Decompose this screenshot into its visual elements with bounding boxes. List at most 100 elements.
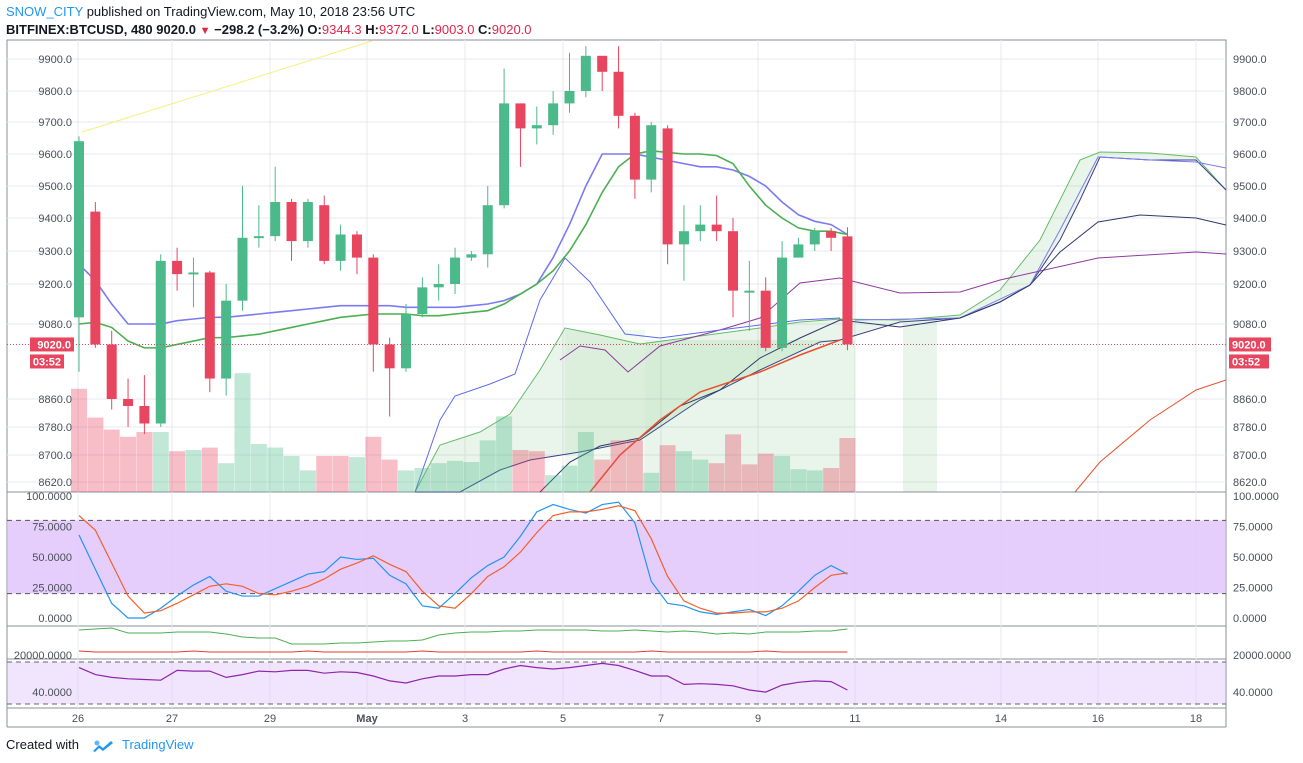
volume-bar bbox=[675, 451, 692, 492]
stoch-tick-right: 75.0000 bbox=[1233, 522, 1273, 534]
volume-bar bbox=[250, 444, 267, 492]
candle-body bbox=[580, 55, 591, 91]
orange-line bbox=[589, 339, 841, 493]
volume-bar bbox=[774, 456, 791, 492]
candle-body bbox=[204, 272, 215, 379]
countdown-badge-right: 03:52 bbox=[1232, 356, 1260, 368]
x-tick-label: 11 bbox=[849, 713, 860, 725]
stoch-tick-right: 50.0000 bbox=[1233, 552, 1273, 564]
volume-bar bbox=[577, 432, 594, 492]
candle-body bbox=[172, 260, 183, 275]
high-label: H: bbox=[365, 22, 379, 37]
candle-body bbox=[123, 399, 134, 406]
stoch-tick-right: 25.0000 bbox=[1233, 583, 1273, 595]
x-tick-label: 27 bbox=[166, 713, 178, 725]
countdown-badge-left-bg bbox=[30, 354, 64, 369]
y-tick-label-right: 9800.0 bbox=[1233, 86, 1267, 98]
volume-bar bbox=[218, 463, 235, 492]
candle-body bbox=[401, 314, 411, 369]
volume-bar bbox=[839, 438, 856, 492]
candle-body bbox=[466, 254, 477, 258]
volume-bar bbox=[234, 373, 251, 492]
volume-bar bbox=[365, 436, 382, 492]
candle-body bbox=[482, 205, 493, 255]
candle-body bbox=[597, 55, 608, 72]
candle-body bbox=[564, 91, 575, 104]
volume-bar bbox=[120, 436, 137, 492]
candle-body bbox=[499, 103, 510, 206]
publish-line: SNOW_CITY published on TradingView.com, … bbox=[6, 4, 415, 19]
cloud-shade bbox=[565, 330, 645, 492]
last-price-badge-left: 9020.0 bbox=[37, 339, 71, 351]
tradingview-logo-icon bbox=[92, 740, 113, 752]
candle-body bbox=[368, 257, 379, 345]
symbol-label[interactable]: BITFINEX:BTCUSD, 480 bbox=[6, 22, 153, 37]
candle-body bbox=[695, 224, 706, 232]
stoch-band-fill bbox=[8, 520, 1225, 594]
orange-projected-line bbox=[1074, 379, 1227, 493]
cloud-span-a bbox=[414, 151, 1227, 493]
volume-bar bbox=[692, 459, 709, 492]
close-value: 9020.0 bbox=[491, 22, 532, 37]
cloud-shade bbox=[645, 340, 855, 492]
last-price: 9020.0 bbox=[156, 22, 197, 37]
candle-body bbox=[629, 115, 640, 180]
volume-bar bbox=[185, 450, 202, 492]
y-tick-label-right: 9700.0 bbox=[1233, 117, 1267, 129]
candle-body bbox=[531, 125, 542, 129]
x-tick-label: 3 bbox=[462, 713, 468, 725]
volume-bar bbox=[708, 463, 725, 492]
candle-body bbox=[662, 128, 673, 245]
volume-bar bbox=[496, 416, 513, 492]
y-tick-label-right: 9900.0 bbox=[1233, 54, 1267, 66]
volume-bar bbox=[479, 440, 496, 492]
tradingview-link[interactable]: TradingView bbox=[122, 737, 194, 752]
volume-bar bbox=[381, 459, 398, 492]
candle-body bbox=[826, 231, 837, 238]
x-tick-label: 26 bbox=[72, 713, 84, 725]
volume-bar bbox=[201, 447, 218, 492]
x-tick-label: 7 bbox=[658, 713, 664, 725]
y-tick-label-left: 9300.0 bbox=[38, 246, 72, 258]
x-tick-label: 5 bbox=[560, 713, 566, 725]
y-tick-label-left: 9500.0 bbox=[38, 181, 72, 193]
volume-bar bbox=[299, 470, 316, 492]
last-price-badge-right: 9020.0 bbox=[1232, 339, 1266, 351]
low-label: L: bbox=[422, 22, 435, 37]
candle-body bbox=[728, 231, 738, 291]
pane4-band-fill bbox=[8, 662, 1225, 704]
volume-bar bbox=[725, 434, 741, 492]
x-tick-label: 16 bbox=[1092, 713, 1104, 725]
y-tick-label-right: 8780.0 bbox=[1233, 422, 1267, 434]
candle-body bbox=[139, 406, 150, 424]
purple-middle-line bbox=[559, 251, 1227, 373]
y-tick-label-left: 9080.0 bbox=[38, 319, 72, 331]
y-tick-label-right: 9080.0 bbox=[1233, 319, 1267, 331]
pane3-tick-right: 20000.0000 bbox=[1233, 650, 1291, 662]
candle-body bbox=[613, 71, 624, 116]
candle-body bbox=[106, 344, 117, 399]
trend-line bbox=[81, 40, 373, 133]
low-value: 9003.0 bbox=[434, 22, 475, 37]
candle-body bbox=[319, 205, 330, 261]
volume-bar bbox=[447, 460, 464, 492]
candle-body bbox=[286, 202, 297, 242]
pane3-green-line bbox=[78, 627, 848, 645]
volume-bar bbox=[806, 470, 823, 492]
candle-body bbox=[515, 103, 526, 129]
volume-bar bbox=[430, 463, 447, 492]
created-with-text: Created with bbox=[6, 737, 79, 752]
projected-upper-band bbox=[854, 156, 1227, 321]
volume-bar bbox=[136, 432, 153, 492]
volume-bar bbox=[659, 445, 676, 492]
stoch-tick-left: 0.0000 bbox=[38, 613, 72, 625]
x-tick-label: 9 bbox=[755, 713, 761, 725]
volume-bar bbox=[332, 456, 349, 492]
author-link[interactable]: SNOW_CITY bbox=[6, 4, 84, 19]
volume-bar bbox=[790, 469, 807, 492]
countdown-badge-left: 03:52 bbox=[33, 356, 61, 368]
cloud-shade bbox=[903, 320, 937, 492]
y-tick-label-left: 8780.0 bbox=[38, 422, 72, 434]
volume-bar bbox=[87, 417, 104, 492]
